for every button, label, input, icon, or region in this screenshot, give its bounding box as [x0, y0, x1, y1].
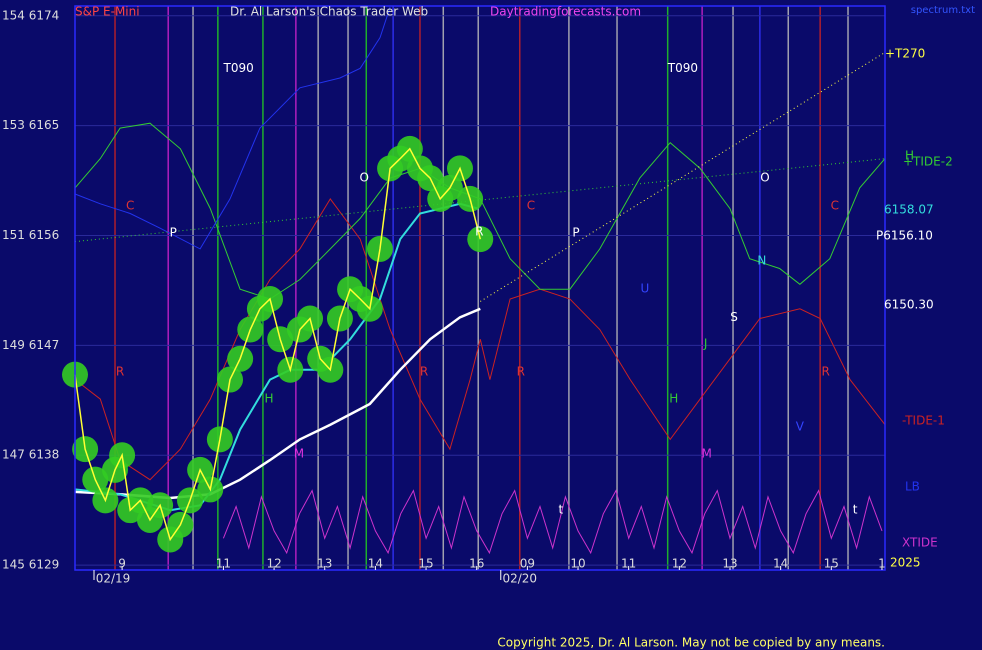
legend-label: P6156.10	[876, 229, 933, 243]
annotation: M	[294, 447, 304, 461]
series-line	[222, 489, 883, 555]
annotation: O	[360, 171, 369, 185]
x-tick-label: 10	[570, 557, 585, 571]
annotation: J	[703, 337, 708, 351]
annotation: V	[796, 420, 805, 434]
x-tick-label: 13	[317, 557, 332, 571]
x-tick-label: 9	[118, 557, 126, 571]
legend-label: LB	[905, 480, 920, 494]
x-tick-label: 11	[216, 557, 231, 571]
x-tick-label: 12	[266, 557, 281, 571]
subtitle: Dr. Al Larson's Chaos Trader Web	[230, 5, 428, 19]
y-tick-label: 147 6138	[2, 448, 59, 462]
annotation: R	[822, 365, 830, 379]
legend-label: +TIDE-2	[903, 155, 953, 169]
y-tick-label: 151 6156	[2, 228, 59, 242]
annotation: M	[702, 447, 712, 461]
annotation: t	[558, 503, 563, 517]
y-tick-label: 154 6174	[2, 8, 59, 22]
x-tick-label: 12	[672, 557, 687, 571]
y-tick-label: 149 6147	[2, 338, 59, 352]
annotation: t	[853, 503, 858, 517]
legend-label: +T270	[885, 47, 925, 61]
y-tick-label: 153 6165	[2, 118, 59, 132]
annotation: N	[757, 254, 766, 268]
x-tick-label: 09	[520, 557, 535, 571]
y-tick-label: 145 6129	[2, 558, 59, 572]
annotation: T090	[667, 61, 698, 75]
site: Daytradingforecasts.com	[490, 5, 641, 19]
plot-area	[62, 6, 886, 570]
annotation: U	[640, 282, 649, 296]
copyright: Copyright 2025, Dr. Al Larson. May not b…	[497, 636, 885, 650]
legend-label: H	[905, 149, 914, 163]
legend-label: -TIDE-1	[902, 414, 945, 428]
legend-label: 6158.07	[884, 203, 934, 217]
x-tick-label: 15	[418, 557, 433, 571]
x-tick-label: 16	[469, 557, 484, 571]
annotation: H	[264, 392, 273, 406]
series-line	[74, 147, 482, 542]
x-tick-label: 13	[722, 557, 737, 571]
annotation: C	[831, 199, 839, 213]
legend-label: 6150.30	[884, 298, 934, 312]
date-label: 02/19	[96, 572, 131, 586]
annotation: O	[760, 171, 769, 185]
annotation: P	[572, 226, 579, 240]
source-file: spectrum.txt	[911, 5, 975, 16]
annotation: T090	[223, 61, 254, 75]
annotation: R	[116, 365, 124, 379]
annotation: R	[517, 365, 525, 379]
annotation: P	[170, 226, 177, 240]
x-tick-label: 14	[368, 557, 383, 571]
annotation: C	[527, 199, 535, 213]
plot-frame	[74, 5, 886, 571]
annotation: R	[420, 365, 428, 379]
x-tick-label: 1	[878, 557, 886, 571]
year: 2025	[890, 556, 921, 570]
annotation: H	[669, 392, 678, 406]
annotation: S	[730, 310, 738, 324]
annotation: R	[475, 224, 483, 238]
series-line	[74, 198, 886, 481]
series-line	[74, 7, 391, 250]
chart-title: S&P E-Mini	[75, 5, 140, 19]
date-label: 02/20	[502, 572, 537, 586]
x-tick-label: 15	[824, 557, 839, 571]
legend-label: XTIDE	[902, 536, 938, 550]
annotation: C	[126, 199, 134, 213]
x-tick-label: 11	[621, 557, 636, 571]
x-tick-label: 14	[773, 557, 788, 571]
